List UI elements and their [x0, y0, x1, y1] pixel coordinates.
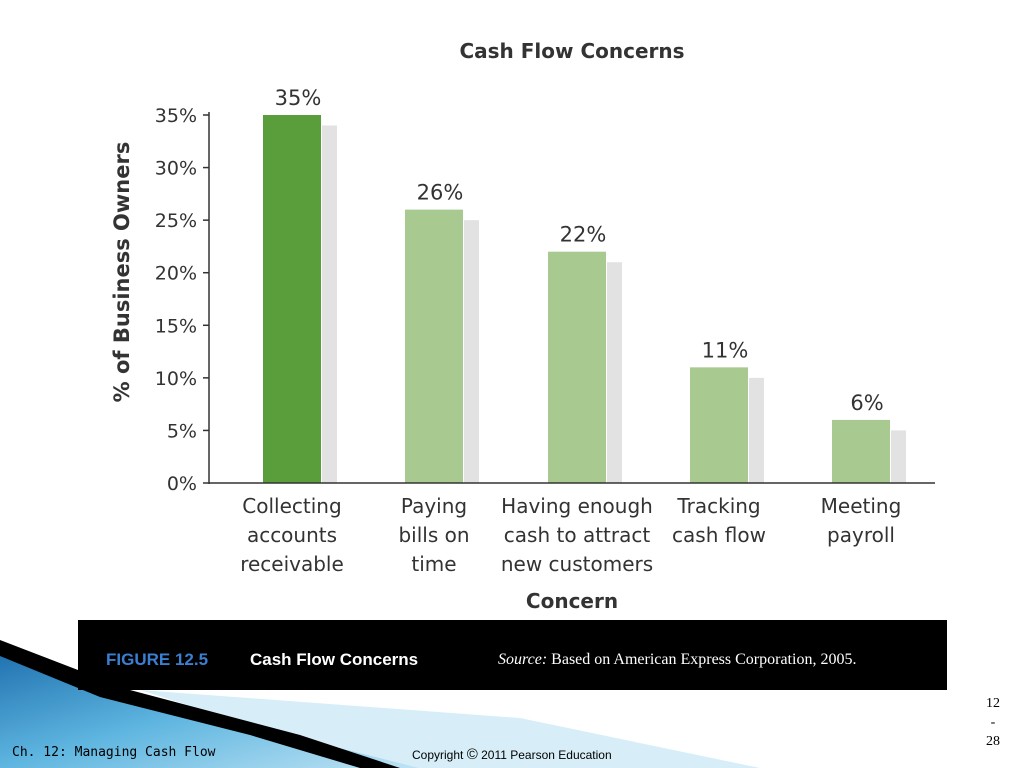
y-tick-label: 35%	[155, 105, 197, 127]
y-tick-label: 25%	[155, 210, 197, 232]
category-label: bills on	[398, 523, 469, 547]
bar-shadow	[749, 377, 764, 483]
light-swoosh	[140, 690, 760, 768]
page-number-bottom: 28	[986, 734, 1000, 749]
bar-shadow	[464, 220, 479, 483]
category-label: new customers	[501, 552, 653, 576]
y-tick-label: 15%	[155, 315, 197, 337]
black-swoosh	[0, 640, 400, 768]
bar-value-label: 22%	[560, 223, 607, 247]
figure-source: Source: Based on American Express Corpor…	[498, 651, 856, 669]
y-tick-label: 10%	[155, 368, 197, 390]
y-axis-label: % of Business Owners	[110, 142, 134, 403]
bar-value-label: 35%	[275, 86, 322, 110]
bar-value-label: 6%	[850, 391, 883, 415]
bar-shadow	[322, 125, 337, 483]
y-tick-label: 0%	[167, 473, 197, 495]
category-label: Having enough	[501, 494, 653, 518]
source-word: Source:	[498, 651, 548, 668]
bar-value-label: 11%	[702, 338, 749, 362]
category-label: cash flow	[672, 523, 766, 547]
bar-chart: Cash Flow Concerns % of Business Owners …	[110, 39, 935, 613]
copyright-prefix: Copyright	[412, 748, 467, 762]
category-label: accounts	[247, 523, 337, 547]
copyright-footer: Copyright © 2011 Pearson Education	[412, 746, 612, 763]
bar	[832, 419, 890, 483]
category-label: Paying	[401, 494, 467, 518]
y-tick-label: 30%	[155, 158, 197, 180]
category-label: Meeting	[821, 494, 902, 518]
y-tick-label: 20%	[155, 263, 197, 285]
chart-title: Cash Flow Concerns	[459, 39, 684, 63]
category-label: payroll	[827, 523, 895, 547]
category-label: cash to attract	[504, 523, 651, 547]
category-label: Tracking	[676, 494, 760, 518]
bar	[263, 115, 321, 483]
bar-value-label: 26%	[417, 181, 464, 205]
page-number: 12 - 28	[978, 694, 1008, 751]
category-label: time	[411, 552, 456, 576]
page-number-sep: -	[990, 715, 996, 730]
blue-swoosh	[0, 648, 420, 768]
bar	[548, 251, 606, 483]
bar-shadow	[891, 430, 906, 483]
category-label: receivable	[240, 552, 344, 576]
category-label: Collecting	[242, 494, 341, 518]
copyright-symbol: ©	[466, 746, 478, 763]
bar	[405, 209, 463, 483]
y-tick-label: 5%	[167, 420, 197, 442]
source-text: Based on American Express Corporation, 2…	[547, 651, 857, 668]
x-axis-label: Concern	[526, 589, 618, 613]
figure-caption: FIGURE 12.5 Cash Flow Concerns Source: B…	[78, 620, 947, 690]
figure-title: Cash Flow Concerns	[250, 650, 419, 669]
chapter-footer: Ch. 12: Managing Cash Flow	[12, 745, 216, 760]
bar-shadow	[607, 262, 622, 483]
page-number-top: 12	[986, 696, 1000, 711]
bar	[690, 367, 748, 483]
figure-label: FIGURE 12.5	[106, 650, 209, 669]
copyright-rest: 2011 Pearson Education	[477, 748, 612, 762]
